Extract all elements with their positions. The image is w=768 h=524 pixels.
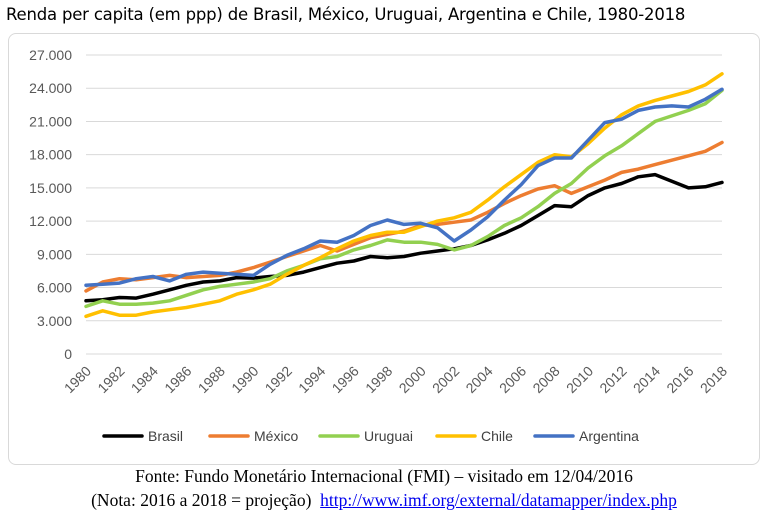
x-tick-label: 2016: [663, 363, 696, 396]
y-tick-label: 21.000: [29, 113, 72, 129]
x-tick-label: 2014: [630, 363, 663, 396]
series-line-argentina: [84, 87, 724, 288]
chart-frame: [8, 33, 760, 465]
x-tick-label: 1994: [295, 363, 328, 396]
x-tick-label: 2010: [563, 363, 596, 396]
y-tick-label: 9.000: [37, 246, 72, 262]
x-tick-label: 1984: [128, 363, 161, 396]
x-tick-label: 2008: [529, 363, 562, 396]
x-tick-label: 2012: [596, 363, 629, 396]
x-tick-label: 1992: [262, 363, 295, 396]
source-note-line: (Nota: 2016 a 2018 = projeção) http://ww…: [0, 490, 768, 511]
series-line-brasil: [84, 172, 724, 303]
x-tick-label: 2018: [697, 363, 730, 396]
x-tick-label: 2000: [396, 363, 429, 396]
series-line-uruguai: [84, 88, 724, 309]
source-line: Fonte: Fundo Monetário Internacional (FM…: [135, 466, 633, 486]
x-tick-label: 1996: [329, 363, 362, 396]
x-tick-label: 2002: [429, 363, 462, 396]
x-tick-label: 1988: [195, 363, 228, 396]
legend-label: Argentina: [579, 428, 639, 444]
x-tick-label: 1986: [161, 363, 194, 396]
x-tick-label: 1982: [94, 363, 127, 396]
x-tick-label: 1980: [61, 363, 94, 396]
y-tick-label: 0: [64, 346, 72, 362]
series-line-méxico: [84, 140, 724, 293]
line-chart: 0 3.000 6.000 9.000 12.000 15.000 18.000 21.000…: [29, 47, 730, 444]
projection-note: (Nota: 2016 a 2018 = projeção): [91, 490, 312, 510]
x-tick-label: 2006: [496, 363, 529, 396]
y-tick-label: 6.000: [37, 280, 72, 296]
y-tick-label: 18.000: [29, 147, 72, 163]
y-tick-label: 27.000: [29, 47, 72, 63]
y-tick-label: 24.000: [29, 80, 72, 96]
x-tick-label: 2004: [462, 363, 495, 396]
chart-title: Renda per capita (em ppp) de Brasil, Méx…: [6, 5, 686, 24]
series-line-chile: [84, 72, 724, 319]
y-tick-label: 12.000: [29, 213, 72, 229]
x-tick-label: 1998: [362, 363, 395, 396]
x-tick-label: 1990: [228, 363, 261, 396]
legend-label: Chile: [481, 428, 513, 444]
legend-label: México: [254, 428, 299, 444]
source-url-link[interactable]: http://www.imf.org/external/datamapper/i…: [320, 490, 677, 510]
legend-label: Brasil: [148, 428, 183, 444]
legend-label: Uruguai: [364, 428, 413, 444]
y-tick-label: 15.000: [29, 180, 72, 196]
y-tick-label: 3.000: [37, 313, 72, 329]
